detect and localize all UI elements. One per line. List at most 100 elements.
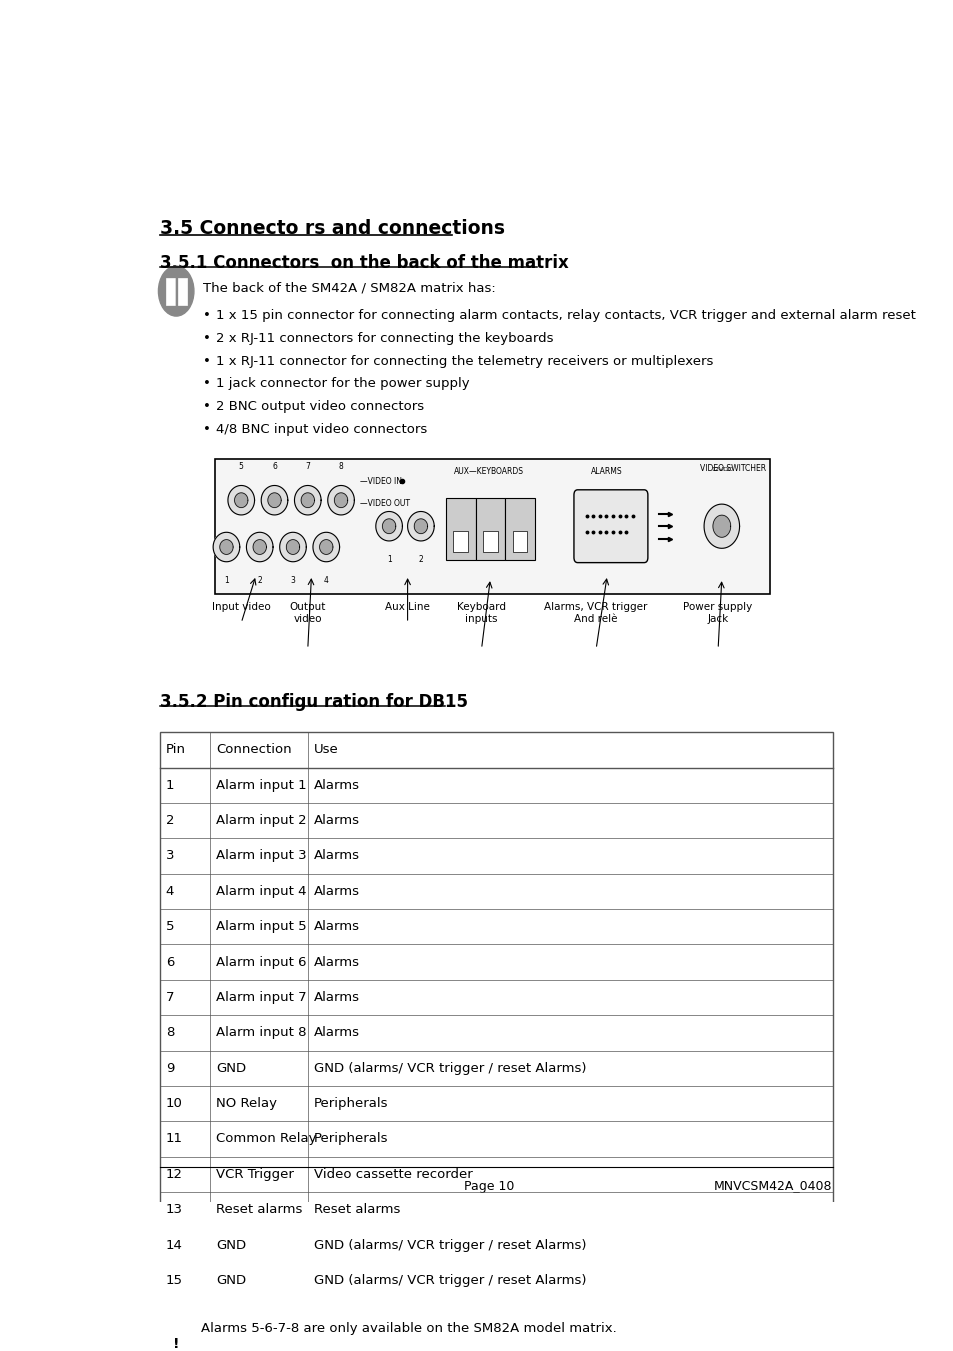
- Text: 2 BNC output video connectors: 2 BNC output video connectors: [216, 400, 424, 413]
- Polygon shape: [253, 539, 266, 554]
- Polygon shape: [279, 532, 306, 562]
- Text: Page 10: Page 10: [463, 1179, 514, 1193]
- Text: ALARMS: ALARMS: [591, 467, 622, 476]
- Text: Alarms: Alarms: [314, 990, 359, 1004]
- Text: GND: GND: [216, 1062, 246, 1074]
- Text: Alarms: Alarms: [314, 1027, 359, 1039]
- Text: 4: 4: [166, 885, 174, 898]
- Text: Keyboard
inputs: Keyboard inputs: [456, 603, 505, 624]
- Text: GND (alarms/ VCR trigger / reset Alarms): GND (alarms/ VCR trigger / reset Alarms): [314, 1239, 586, 1251]
- Text: •: •: [203, 377, 211, 390]
- Text: Alarms: Alarms: [314, 885, 359, 898]
- Polygon shape: [301, 493, 314, 508]
- Text: Alarms 5-6-7-8 are only available on the SM82A model matrix.: Alarms 5-6-7-8 are only available on the…: [201, 1323, 617, 1335]
- Text: !: !: [172, 1337, 179, 1351]
- Polygon shape: [382, 519, 395, 534]
- Polygon shape: [375, 512, 402, 540]
- Text: Reset alarms: Reset alarms: [216, 1204, 302, 1216]
- Text: 6: 6: [272, 462, 276, 471]
- Bar: [160, 732, 832, 1298]
- Text: 12: 12: [166, 1167, 183, 1181]
- Text: Peripherals: Peripherals: [314, 1132, 388, 1146]
- Polygon shape: [414, 519, 427, 534]
- FancyBboxPatch shape: [574, 490, 647, 562]
- FancyBboxPatch shape: [453, 531, 468, 553]
- Text: 1: 1: [224, 576, 229, 585]
- Text: Alarm input 6: Alarm input 6: [216, 955, 307, 969]
- Text: GND (alarms/ VCR trigger / reset Alarms): GND (alarms/ VCR trigger / reset Alarms): [314, 1062, 586, 1074]
- Text: Alarms: Alarms: [314, 815, 359, 827]
- Text: VCR Trigger: VCR Trigger: [216, 1167, 294, 1181]
- Text: Alarms: Alarms: [314, 778, 359, 792]
- Text: Output
video: Output video: [290, 603, 326, 624]
- Text: NO Relay: NO Relay: [216, 1097, 277, 1111]
- Polygon shape: [268, 493, 281, 508]
- Text: •: •: [203, 423, 211, 436]
- Text: Alarms: Alarms: [314, 955, 359, 969]
- Polygon shape: [286, 539, 299, 554]
- Text: 2: 2: [166, 815, 174, 827]
- Polygon shape: [712, 515, 730, 538]
- Polygon shape: [228, 485, 254, 515]
- Polygon shape: [294, 485, 321, 515]
- Text: Alarms: Alarms: [314, 850, 359, 862]
- Polygon shape: [234, 493, 248, 508]
- Text: 14: 14: [166, 1239, 183, 1251]
- Text: VIDEO SWITCHER: VIDEO SWITCHER: [700, 463, 765, 473]
- Text: Use: Use: [314, 743, 338, 757]
- Text: 11: 11: [166, 1132, 183, 1146]
- Text: 3.5.2 Pin configu ration for DB15: 3.5.2 Pin configu ration for DB15: [160, 693, 467, 711]
- Text: MNVCSM42A_0408: MNVCSM42A_0408: [714, 1179, 832, 1193]
- FancyBboxPatch shape: [166, 277, 174, 304]
- FancyBboxPatch shape: [215, 458, 769, 594]
- Text: 1 x RJ-11 connector for connecting the telemetry receivers or multiplexers: 1 x RJ-11 connector for connecting the t…: [216, 354, 713, 367]
- Text: 2 x RJ-11 connectors for connecting the keyboards: 2 x RJ-11 connectors for connecting the …: [216, 332, 553, 345]
- Text: Video cassette recorder: Video cassette recorder: [314, 1167, 472, 1181]
- Polygon shape: [313, 532, 339, 562]
- Text: Input video: Input video: [212, 603, 271, 612]
- Text: 3: 3: [166, 850, 174, 862]
- Polygon shape: [261, 485, 288, 515]
- Polygon shape: [703, 504, 739, 549]
- FancyBboxPatch shape: [177, 277, 187, 304]
- Text: Alarm input 3: Alarm input 3: [216, 850, 307, 862]
- FancyBboxPatch shape: [482, 531, 497, 553]
- Text: 1 jack connector for the power supply: 1 jack connector for the power supply: [216, 377, 469, 390]
- Text: 3: 3: [291, 576, 295, 585]
- Text: Alarms, VCR trigger
And relè: Alarms, VCR trigger And relè: [544, 603, 647, 624]
- Text: •: •: [203, 332, 211, 345]
- Text: 4/8 BNC input video connectors: 4/8 BNC input video connectors: [216, 423, 427, 436]
- Text: 8: 8: [166, 1027, 174, 1039]
- Text: •: •: [203, 309, 211, 322]
- Text: Alarm input 5: Alarm input 5: [216, 920, 307, 934]
- Text: Alarms: Alarms: [314, 920, 359, 934]
- Text: 1: 1: [166, 778, 174, 792]
- Text: 3.5 Connecto rs and connections: 3.5 Connecto rs and connections: [160, 219, 504, 238]
- Polygon shape: [219, 539, 233, 554]
- Polygon shape: [246, 532, 273, 562]
- Text: Alarm input 4: Alarm input 4: [216, 885, 307, 898]
- Text: 1 x 15 pin connector for connecting alarm contacts, relay contacts, VCR trigger : 1 x 15 pin connector for connecting alar…: [216, 309, 915, 322]
- Text: Alarm input 1: Alarm input 1: [216, 778, 307, 792]
- Text: Pin: Pin: [166, 743, 186, 757]
- Text: GND: GND: [216, 1274, 246, 1288]
- Polygon shape: [319, 539, 333, 554]
- Polygon shape: [335, 493, 347, 508]
- Text: Peripherals: Peripherals: [314, 1097, 388, 1111]
- Text: 4: 4: [323, 576, 329, 585]
- Polygon shape: [407, 512, 434, 540]
- Text: 3.5.1 Connectors  on the back of the matrix: 3.5.1 Connectors on the back of the matr…: [160, 254, 568, 272]
- Text: 1: 1: [386, 555, 391, 565]
- Text: Alarm input 2: Alarm input 2: [216, 815, 307, 827]
- Text: The back of the SM42A / SM82A matrix has:: The back of the SM42A / SM82A matrix has…: [203, 282, 495, 295]
- Polygon shape: [328, 485, 354, 515]
- Text: 12VDC: 12VDC: [710, 467, 732, 471]
- Text: —VIDEO OUT: —VIDEO OUT: [359, 499, 409, 508]
- Text: 15: 15: [166, 1274, 183, 1288]
- Text: 7: 7: [305, 462, 310, 471]
- Text: Power supply
Jack: Power supply Jack: [682, 603, 752, 624]
- Polygon shape: [213, 532, 239, 562]
- Text: Alarm input 7: Alarm input 7: [216, 990, 307, 1004]
- Text: 9: 9: [166, 1062, 174, 1074]
- FancyBboxPatch shape: [446, 499, 476, 559]
